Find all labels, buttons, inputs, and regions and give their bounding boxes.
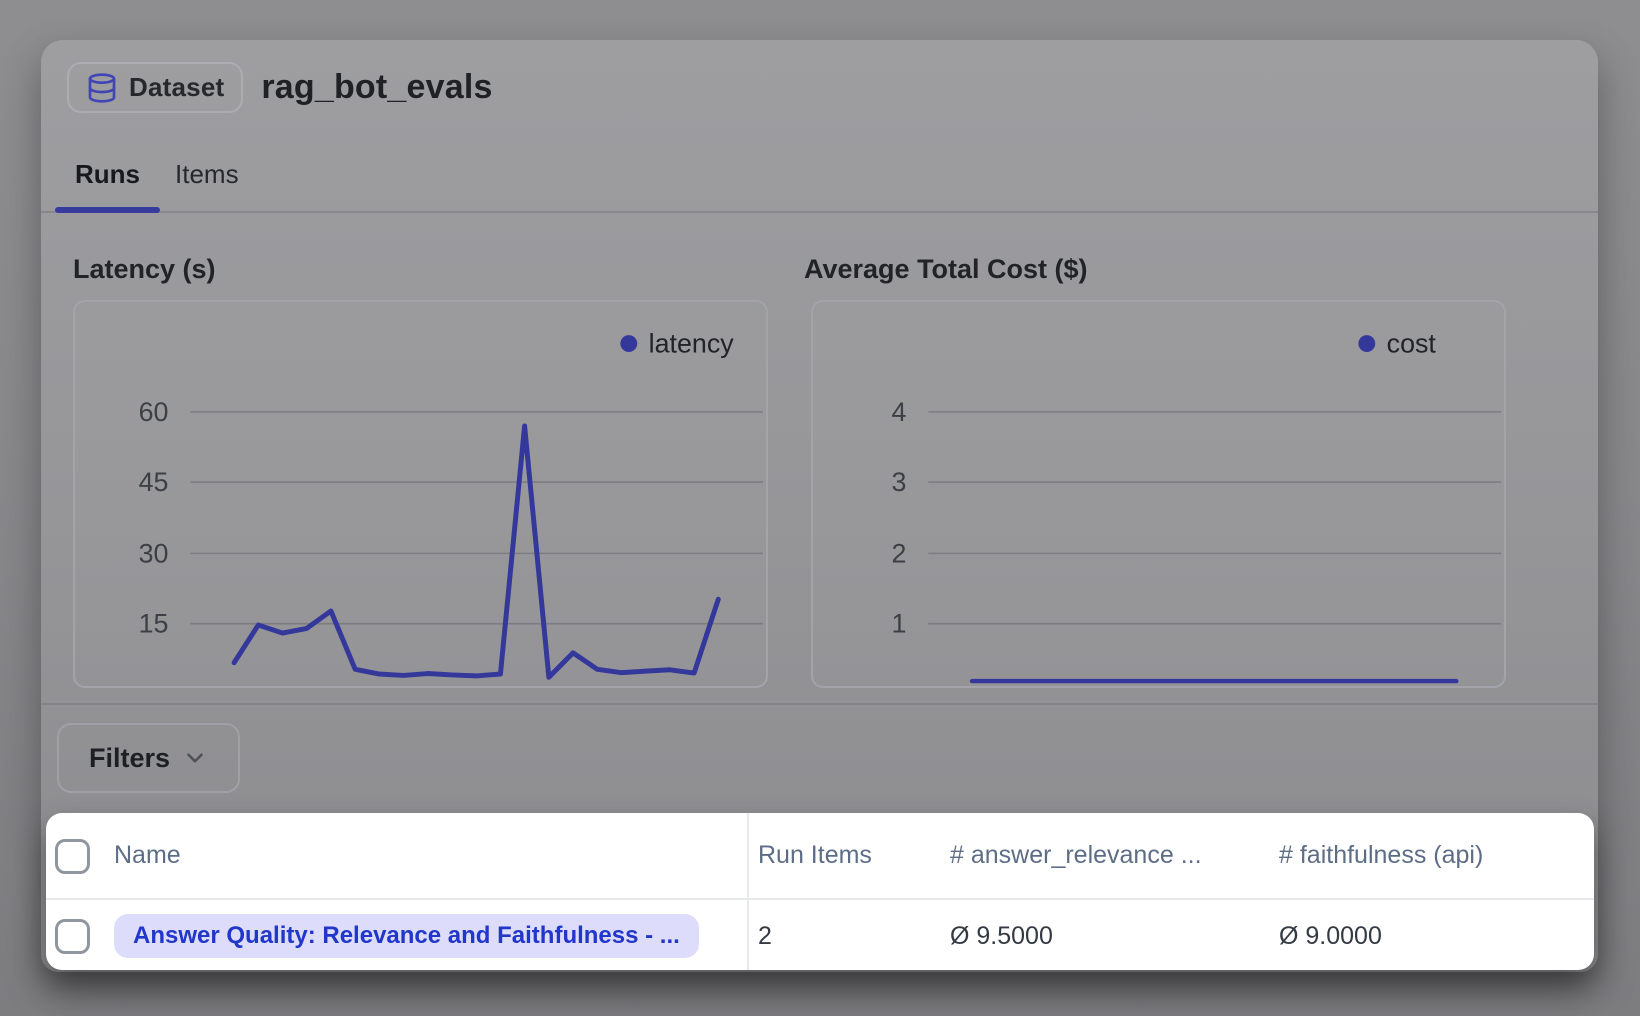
column-header-run-items[interactable]: Run Items (758, 841, 872, 869)
legend-dot-icon (1358, 335, 1376, 352)
legend-label: latency (649, 329, 735, 359)
latency-chart-canvas: 60 45 30 15 latency (139, 329, 764, 680)
latency-chart-title: Latency (s) (73, 254, 216, 284)
cost-chart-canvas: 4 3 2 1 cost (892, 329, 1502, 684)
y-tick-label: 2 (892, 538, 907, 568)
cost-chart: 4 3 2 1 cost (811, 300, 1506, 688)
page-title: rag_bot_evals (261, 68, 493, 106)
answer-relevance-cell: Ø 9.5000 (950, 922, 1053, 950)
latency-line-series (231, 423, 721, 680)
row-checkbox[interactable] (55, 919, 90, 954)
y-tick-label: 15 (139, 609, 169, 639)
y-tick-label: 4 (892, 397, 907, 427)
tab-bar: Runs Items (41, 145, 1598, 213)
active-tab-underline (55, 207, 160, 213)
database-icon (88, 72, 116, 103)
faithfulness-cell: Ø 9.0000 (1279, 922, 1382, 950)
table-row: Answer Quality: Relevance and Faithfulne… (46, 902, 1594, 970)
y-tick-label: 3 (892, 467, 907, 497)
filters-button-label: Filters (88, 742, 171, 773)
column-header-answer-relevance[interactable]: # answer_relevance ... (950, 841, 1202, 869)
table-header-row: Name Run Items # answer_relevance ... # … (46, 813, 1594, 900)
column-header-name[interactable]: Name (114, 841, 181, 869)
legend-dot-icon (620, 335, 638, 352)
dataset-page-card: Dataset rag_bot_evals Runs Items Latency… (41, 40, 1598, 972)
page-header: Dataset rag_bot_evals (67, 62, 493, 113)
run-items-cell: 2 (758, 922, 772, 950)
run-name-link[interactable]: Answer Quality: Relevance and Faithfulne… (114, 914, 699, 958)
y-tick-label: 1 (892, 609, 907, 639)
y-tick-label: 30 (139, 538, 169, 568)
y-tick-label: 45 (139, 467, 169, 497)
column-header-faithfulness[interactable]: # faithfulness (api) (1279, 841, 1484, 869)
y-tick-label: 60 (139, 397, 169, 427)
tab-items[interactable]: Items (175, 159, 239, 189)
select-all-checkbox[interactable] (55, 839, 90, 874)
chevron-down-icon (187, 753, 203, 763)
latency-chart: 60 45 30 15 latency (73, 300, 768, 688)
column-divider (747, 813, 749, 970)
cost-chart-title: Average Total Cost ($) (804, 254, 1088, 284)
tab-runs[interactable]: Runs (75, 159, 140, 189)
runs-table: Name Run Items # answer_relevance ... # … (46, 813, 1594, 970)
filters-button[interactable]: Filters (57, 723, 240, 793)
legend-label: cost (1387, 329, 1437, 359)
charts-table-divider (41, 703, 1598, 705)
dataset-badge-label: Dataset (129, 72, 225, 102)
dataset-badge: Dataset (67, 62, 244, 113)
